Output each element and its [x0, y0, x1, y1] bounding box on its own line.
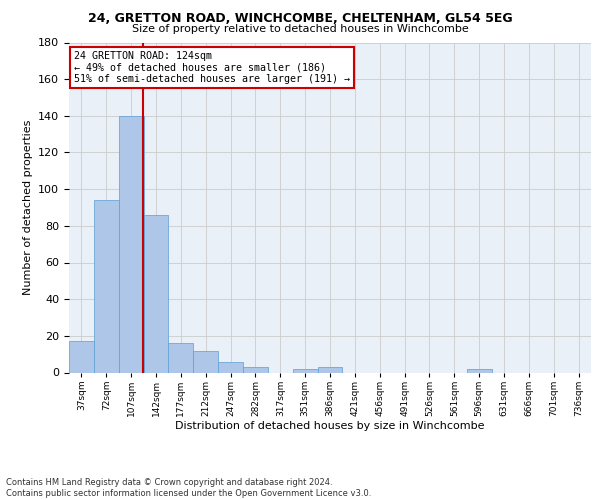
Bar: [193, 350, 218, 372]
Bar: [317, 367, 343, 372]
Text: Size of property relative to detached houses in Winchcombe: Size of property relative to detached ho…: [131, 24, 469, 34]
Bar: [243, 367, 268, 372]
Text: 24, GRETTON ROAD, WINCHCOMBE, CHELTENHAM, GL54 5EG: 24, GRETTON ROAD, WINCHCOMBE, CHELTENHAM…: [88, 12, 512, 26]
Bar: [94, 200, 119, 372]
Y-axis label: Number of detached properties: Number of detached properties: [23, 120, 32, 295]
Bar: [169, 343, 193, 372]
Text: 24 GRETTON ROAD: 124sqm
← 49% of detached houses are smaller (186)
51% of semi-d: 24 GRETTON ROAD: 124sqm ← 49% of detache…: [74, 51, 350, 84]
Bar: [143, 215, 169, 372]
X-axis label: Distribution of detached houses by size in Winchcombe: Distribution of detached houses by size …: [175, 422, 485, 432]
Text: Contains HM Land Registry data © Crown copyright and database right 2024.
Contai: Contains HM Land Registry data © Crown c…: [6, 478, 371, 498]
Bar: [69, 342, 94, 372]
Bar: [293, 369, 317, 372]
Bar: [119, 116, 143, 372]
Bar: [218, 362, 243, 372]
Bar: [467, 369, 491, 372]
